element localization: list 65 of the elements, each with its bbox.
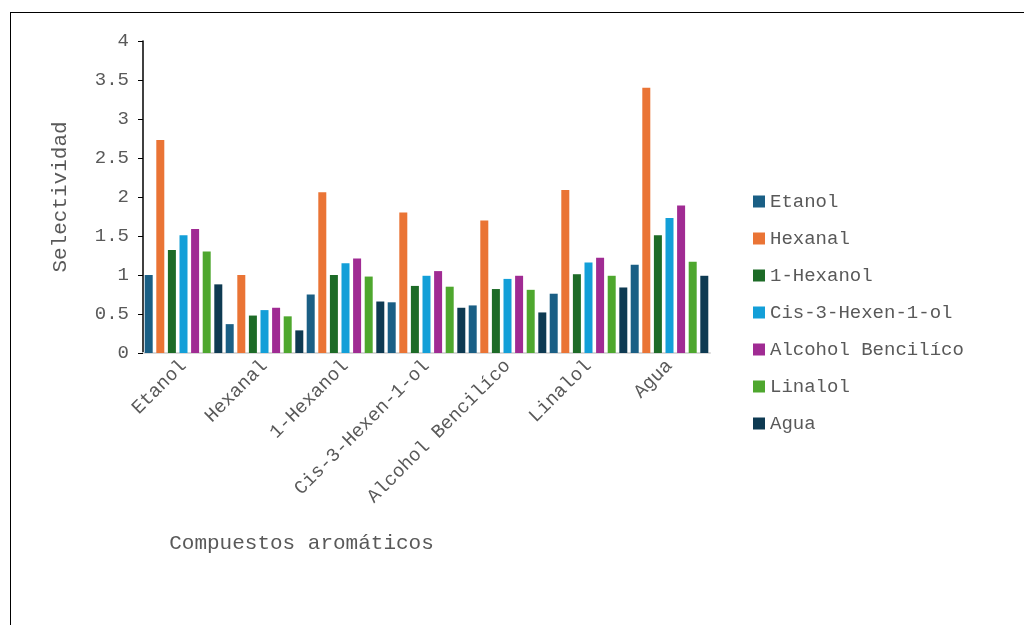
bar	[538, 312, 547, 353]
y-tick-label: 4	[117, 30, 129, 52]
y-tick-label: 2	[117, 186, 129, 208]
x-axis-title: Compuestos aromáticos	[169, 532, 434, 555]
legend-label: Alcohol Bencilíco	[770, 338, 964, 361]
bar	[665, 218, 674, 353]
bar	[260, 310, 269, 353]
bar	[503, 278, 512, 353]
bar	[630, 264, 639, 353]
bar	[283, 316, 292, 353]
bar	[688, 261, 697, 353]
bar	[156, 140, 165, 353]
bar	[677, 205, 686, 353]
bar	[480, 220, 489, 353]
bar	[468, 305, 477, 353]
bar	[526, 289, 535, 353]
y-axis-title: Selectividad	[49, 121, 72, 273]
bar	[653, 235, 662, 353]
bar	[329, 275, 338, 353]
legend-label: 1-Hexanol	[770, 264, 873, 287]
bar	[202, 251, 211, 353]
bar	[214, 284, 223, 353]
y-tick-label: 0.5	[94, 303, 129, 325]
bar	[549, 293, 558, 353]
legend-label: Hexanal	[770, 227, 850, 250]
bar	[341, 263, 350, 353]
bar	[144, 275, 153, 353]
bar	[387, 302, 396, 353]
bar	[191, 228, 200, 353]
bar	[572, 274, 581, 353]
bar	[410, 285, 419, 353]
bar	[607, 275, 616, 353]
bar	[376, 301, 385, 353]
bar	[167, 250, 176, 353]
bar	[306, 294, 315, 353]
bar	[584, 262, 593, 353]
bar	[179, 235, 188, 353]
bar	[237, 275, 246, 353]
bar	[700, 275, 709, 353]
y-tick-label: 0	[117, 342, 129, 364]
bar	[295, 330, 304, 353]
legend-label: Cis-3-Hexen-1-ol	[770, 301, 953, 324]
bar	[457, 307, 466, 353]
y-tick-label: 3.5	[94, 69, 129, 91]
y-tick-label: 3	[117, 108, 129, 130]
bar	[515, 275, 524, 353]
bar	[422, 275, 431, 353]
bar	[248, 315, 257, 353]
y-tick-label: 1	[117, 264, 129, 286]
bar	[399, 212, 408, 353]
bar	[434, 271, 443, 353]
y-tick-label: 2.5	[94, 147, 129, 169]
bar	[364, 276, 373, 353]
bar	[642, 87, 651, 353]
bar	[225, 324, 234, 353]
bar	[491, 289, 500, 353]
bar	[619, 287, 628, 353]
bar	[596, 257, 605, 353]
bar	[318, 192, 327, 353]
bar	[561, 189, 570, 353]
bar	[445, 286, 454, 353]
y-tick-label: 1.5	[94, 225, 129, 247]
legend-label: Etanol	[770, 190, 839, 213]
bar	[353, 258, 362, 353]
bar	[272, 307, 281, 353]
